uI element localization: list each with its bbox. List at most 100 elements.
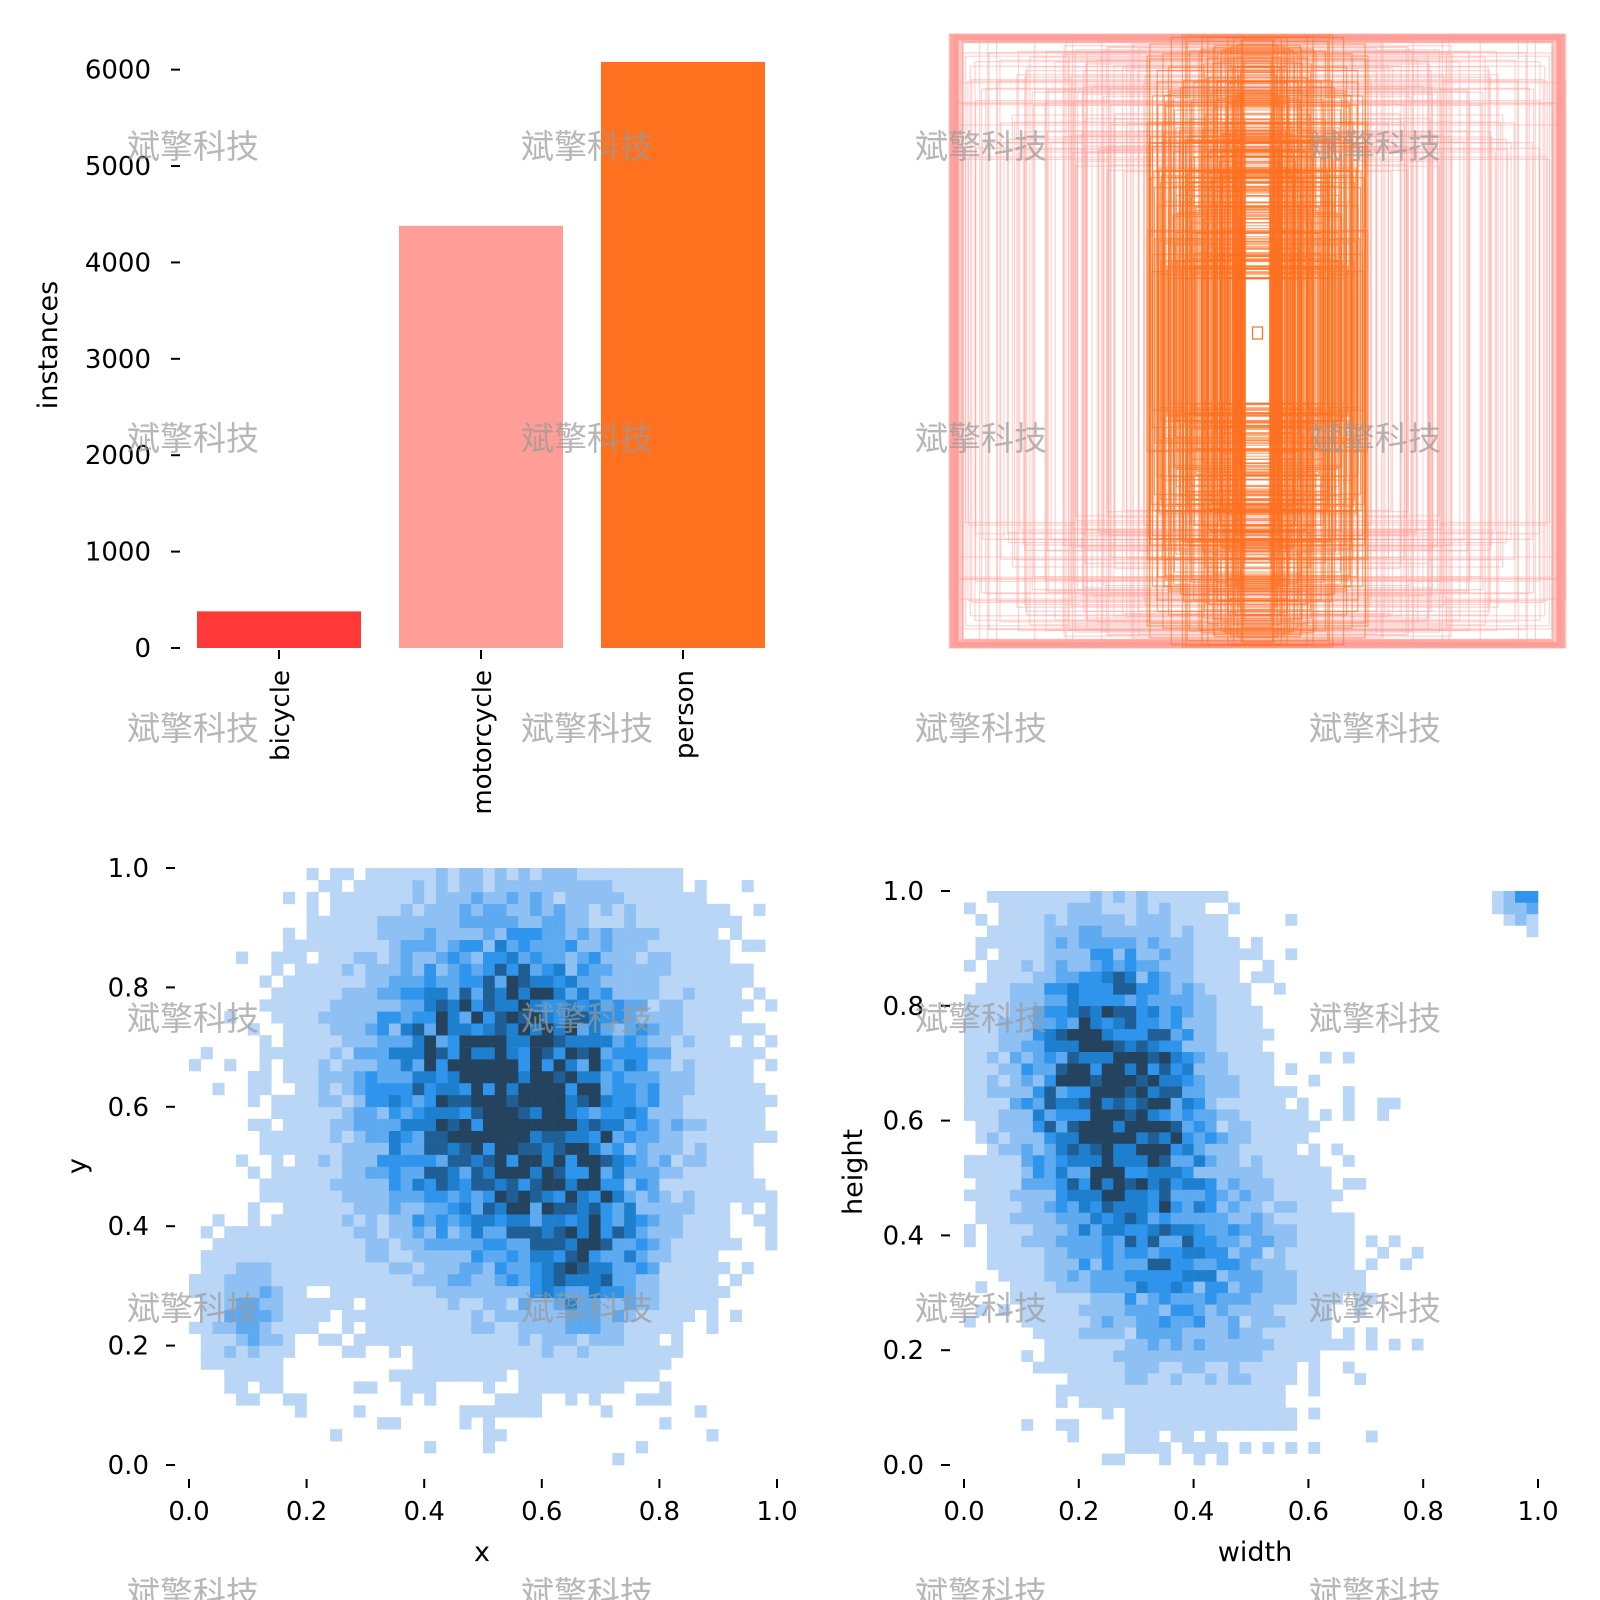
heatmap-cell (506, 1262, 519, 1275)
heatmap-cell (330, 1429, 343, 1442)
heatmap-cell (647, 1333, 660, 1346)
heatmap-cell (1032, 1235, 1045, 1248)
heatmap-cell (612, 927, 625, 940)
heatmap-cell (377, 1190, 390, 1203)
watermark-text: 斌擎科技 (1309, 419, 1441, 458)
heatmap-cell (447, 987, 460, 1000)
heatmap-cell (1090, 1178, 1103, 1190)
heatmap-cell (1044, 1143, 1057, 1156)
heatmap-cell (635, 1297, 648, 1311)
heatmap-cell (353, 1202, 366, 1215)
bbox-outline-class-person (1188, 135, 1327, 547)
heatmap-cell (565, 1106, 578, 1120)
heatmap-cell (341, 1082, 354, 1096)
heatmap-cell (1159, 1258, 1171, 1271)
heatmap-cell (1021, 1040, 1034, 1053)
heatmap-cell (998, 948, 1011, 961)
heatmap-cell (1101, 948, 1114, 961)
heatmap-cell (412, 1023, 425, 1036)
heatmap-cell (400, 1154, 413, 1167)
heatmap-cell (1078, 925, 1091, 938)
heatmap-cell (659, 1297, 672, 1311)
heatmap-cell (1239, 1063, 1252, 1075)
heatmap-cell (1090, 959, 1103, 972)
heatmap-cell (624, 1011, 637, 1024)
watermark-text: 斌擎科技 (127, 999, 259, 1038)
heatmap-cell (435, 1118, 449, 1131)
heatmap-cell (330, 868, 343, 881)
heatmap-cell (365, 1285, 378, 1299)
heatmap-cell (553, 939, 566, 952)
heatmap-cell (635, 939, 648, 952)
heatmap-cell (353, 1118, 366, 1131)
heatmap-cell (647, 939, 660, 952)
heatmap-cell (518, 1381, 531, 1394)
heatmap-cell (1273, 1189, 1286, 1202)
heatmap-cell (365, 1082, 378, 1096)
heatmap-cell (1296, 1315, 1309, 1328)
heatmap-cell (341, 963, 354, 976)
heatmap-cell (986, 1063, 999, 1075)
heatmap-cell (294, 1142, 307, 1155)
heatmap-cell (1159, 959, 1171, 972)
heatmap-cell (494, 1357, 507, 1370)
heatmap-cell (1285, 1200, 1298, 1213)
heatmap-cell (647, 1250, 660, 1263)
heatmap-cell (1136, 1074, 1148, 1087)
heatmap-cell (1159, 1223, 1171, 1236)
heatmap-cell (1170, 1051, 1183, 1064)
heatmap-cell (341, 1178, 354, 1191)
heatmap-cell (1262, 1396, 1275, 1408)
heatmap-cell (1078, 1350, 1091, 1362)
heatmap-cell (1101, 1143, 1114, 1156)
heatmap-cell (1239, 1189, 1252, 1202)
x-tick-label: 1.0 (1517, 1497, 1558, 1527)
heatmap-cell (365, 927, 378, 940)
heatmap-cell (1136, 1178, 1148, 1190)
heatmap-cell (435, 927, 449, 940)
heatmap-cell (1090, 994, 1103, 1007)
bbox-outline-class-person (1162, 132, 1353, 550)
heatmap-cell (1273, 1304, 1286, 1317)
heatmap-cell (365, 1238, 378, 1251)
heatmap-cell (718, 1262, 731, 1275)
heatmap-cell (1113, 891, 1126, 903)
heatmap-cell (306, 999, 319, 1012)
heatmap-cell (1228, 1396, 1240, 1408)
heatmap-cell (600, 1047, 613, 1060)
heatmap-cell (647, 915, 660, 928)
heatmap-cell (1159, 1143, 1171, 1156)
heatmap-cell (1228, 948, 1240, 961)
heatmap-cell (412, 1226, 425, 1239)
heatmap-cell (1078, 994, 1091, 1007)
heatmap-cell (424, 1273, 437, 1287)
heatmap-cell (588, 891, 601, 905)
heatmap-cell (706, 1285, 719, 1299)
heatmap-cell (1216, 1407, 1229, 1420)
heatmap-cell (471, 1178, 484, 1191)
heatmap-cell (1273, 1258, 1286, 1271)
heatmap-cell (671, 879, 684, 893)
heatmap-cell (1205, 1223, 1217, 1236)
heatmap-cell (1009, 1017, 1022, 1030)
heatmap-cell (471, 868, 484, 881)
heatmap-cell (694, 891, 707, 905)
heatmap-cell (1273, 1086, 1286, 1098)
heatmap-cell (530, 1393, 543, 1406)
heatmap-cell (964, 1155, 976, 1167)
heatmap-cell (1021, 1097, 1034, 1110)
heatmap-cell (729, 1011, 743, 1024)
heatmap-cell (1170, 982, 1183, 995)
heatmap-cell (330, 1070, 343, 1084)
heatmap-cell (283, 1285, 296, 1299)
heatmap-cell (729, 1273, 743, 1287)
heatmap-cell (224, 1297, 237, 1311)
heatmap-cell (1113, 1304, 1126, 1317)
heatmap-cell (1296, 1246, 1309, 1259)
bbox-outline-class-motorcycle (1137, 70, 1378, 612)
heatmap-cell (1124, 948, 1137, 961)
heatmap-cell (341, 1166, 354, 1179)
heatmap-cell (377, 1226, 390, 1239)
heatmap-cell (1032, 913, 1045, 926)
heatmap-cell (1147, 959, 1160, 972)
